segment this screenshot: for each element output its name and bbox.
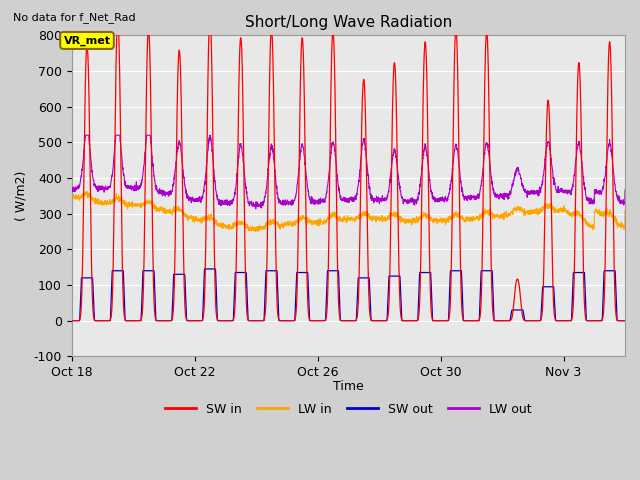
Title: Short/Long Wave Radiation: Short/Long Wave Radiation <box>244 15 452 30</box>
X-axis label: Time: Time <box>333 381 364 394</box>
Text: VR_met: VR_met <box>63 36 111 46</box>
Legend: SW in, LW in, SW out, LW out: SW in, LW in, SW out, LW out <box>160 398 537 420</box>
Text: No data for f_Net_Rad: No data for f_Net_Rad <box>13 12 136 23</box>
Y-axis label: ( W/m2): ( W/m2) <box>15 171 28 221</box>
